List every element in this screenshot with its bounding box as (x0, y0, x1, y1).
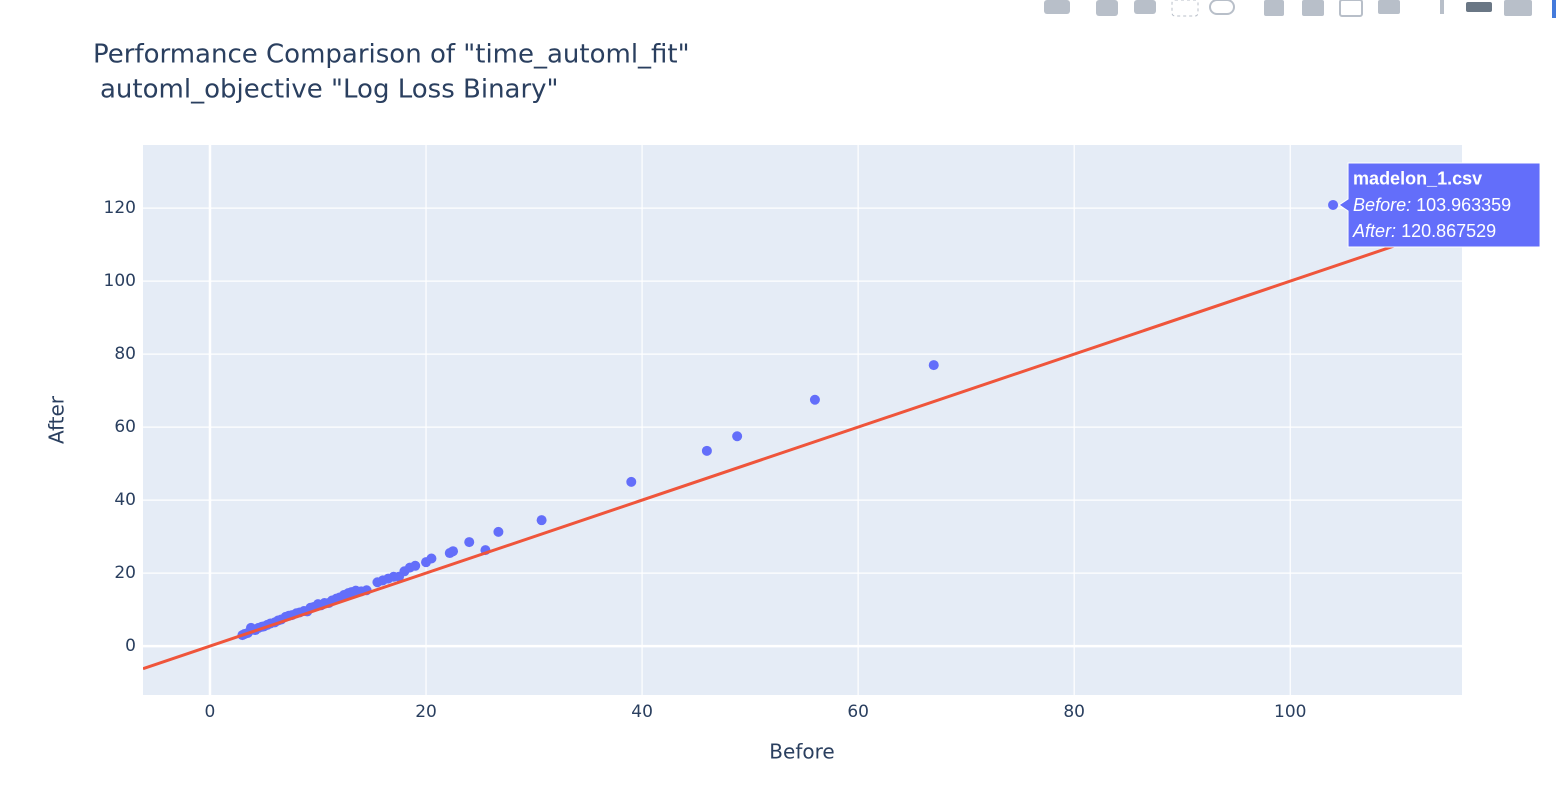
chart-title: Performance Comparison of "time_automl_f… (93, 40, 690, 70)
point (464, 537, 475, 548)
tooltip-row: After: 120.867529 (1352, 221, 1496, 241)
pan-button[interactable] (1134, 0, 1156, 14)
x-tick-label: 0 (205, 702, 216, 722)
hover-compare-button[interactable] (1504, 0, 1532, 16)
point (1328, 199, 1339, 210)
tooltip-title: madelon_1.csv (1353, 169, 1482, 189)
lasso-button[interactable] (1209, 0, 1235, 15)
tooltip-label: After: (1352, 221, 1396, 241)
camera-button[interactable] (1044, 0, 1070, 14)
point (928, 360, 939, 371)
reference-line (143, 221, 1462, 671)
y-axis-title: After (45, 395, 69, 444)
point (448, 546, 459, 557)
y-tick-label: 120 (104, 198, 136, 218)
modebar (1044, 0, 1556, 18)
x-tick-label: 80 (1063, 702, 1085, 722)
plotly-logo[interactable] (1552, 0, 1556, 18)
plot-area (143, 145, 1462, 695)
spike-button[interactable] (1440, 0, 1444, 14)
x-tick-label: 60 (847, 702, 869, 722)
zoom-in-button[interactable] (1264, 0, 1284, 16)
point (626, 476, 637, 487)
point (536, 515, 547, 526)
y-tick-label: 60 (114, 417, 136, 437)
tooltip-label: Before: (1353, 195, 1411, 215)
reset-button[interactable] (1378, 0, 1400, 14)
x-axis-title: Before (769, 740, 834, 764)
point (732, 431, 743, 442)
point (410, 560, 421, 571)
x-tick-label: 40 (631, 702, 653, 722)
tooltip-box (1338, 162, 1541, 248)
y-tick-label: 40 (114, 490, 136, 510)
tooltip-value: 103.963359 (1416, 195, 1511, 215)
tooltip-row: Before: 103.963359 (1353, 195, 1511, 215)
y-tick-label: 0 (125, 636, 136, 656)
autoscale-button[interactable] (1339, 0, 1363, 17)
zoom-button[interactable] (1096, 0, 1118, 16)
box-select-button[interactable] (1171, 0, 1199, 17)
hover-closest-button[interactable] (1466, 2, 1492, 12)
point (701, 445, 712, 456)
y-tick-label: 20 (114, 563, 136, 583)
zoom-out-button[interactable] (1302, 0, 1324, 16)
y-tick-label: 80 (114, 344, 136, 364)
x-tick-label: 20 (415, 702, 437, 722)
x-tick-label: 100 (1274, 702, 1306, 722)
point (809, 394, 820, 405)
tooltip-value: 120.867529 (1401, 221, 1496, 241)
y-tick-label: 100 (104, 271, 136, 291)
point (426, 553, 437, 564)
chart-subtitle: automl_objective "Log Loss Binary" (100, 75, 559, 105)
point (493, 526, 504, 537)
